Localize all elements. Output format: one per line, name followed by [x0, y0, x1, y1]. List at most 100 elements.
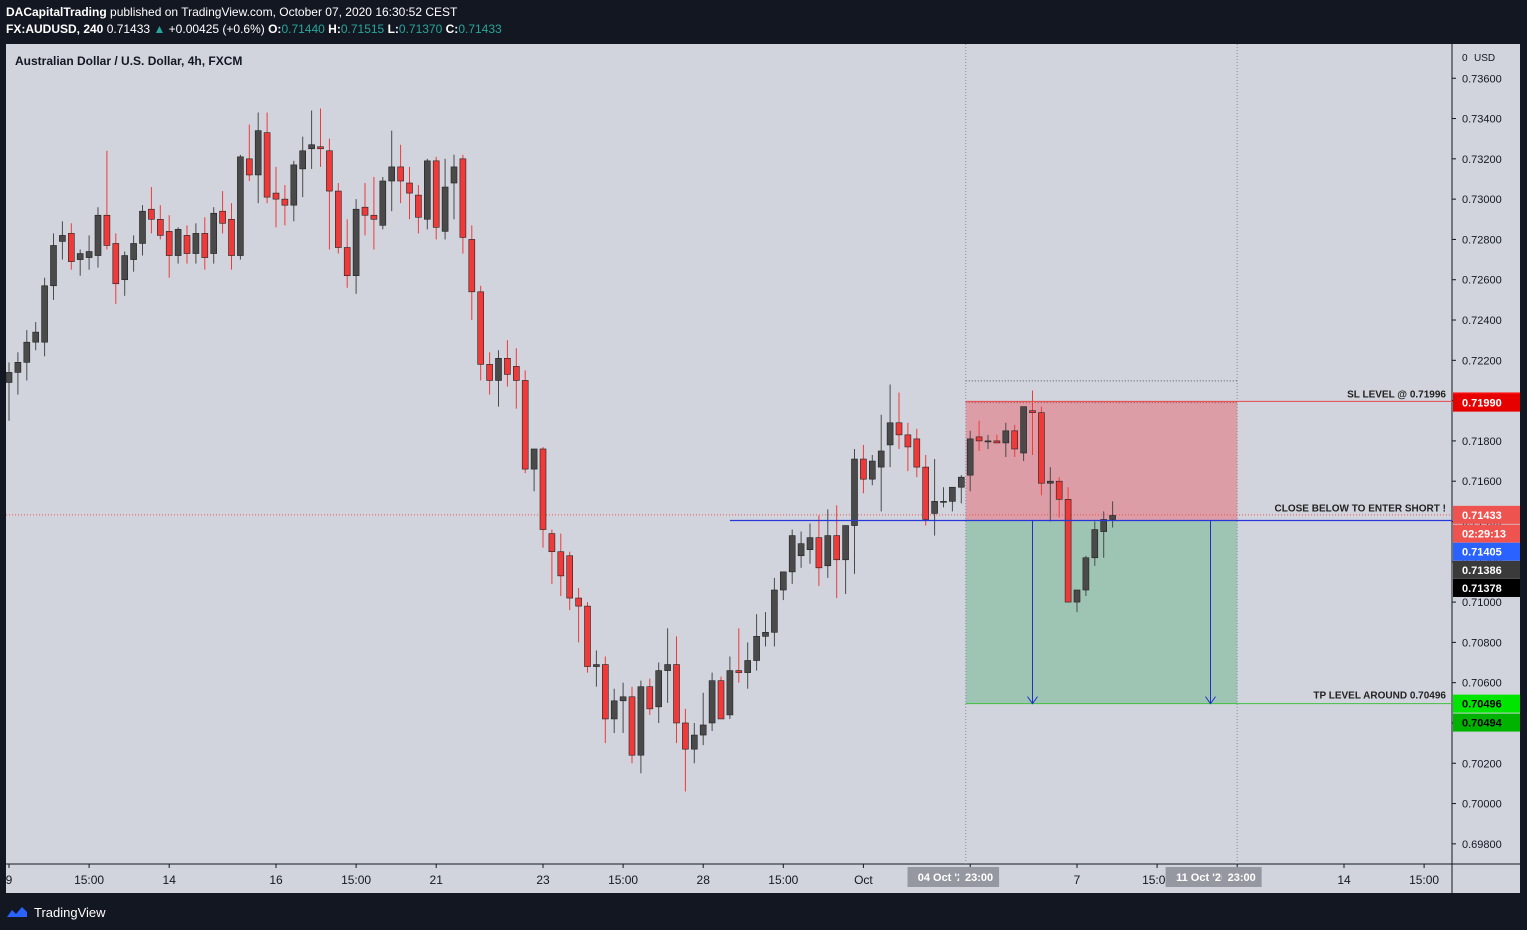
candle-body[interactable] — [895, 422, 903, 436]
candle-body[interactable] — [753, 636, 760, 661]
candle-body[interactable] — [664, 664, 671, 671]
candle-body[interactable] — [1064, 499, 1072, 603]
candle-body[interactable] — [85, 251, 93, 258]
candle-body[interactable] — [1055, 480, 1063, 500]
footer-brand[interactable]: TradingView — [6, 902, 106, 922]
candle-body[interactable] — [254, 130, 262, 176]
price-axis-label-box[interactable] — [1453, 524, 1520, 543]
candle-body[interactable] — [824, 535, 832, 567]
price-axis-label-box[interactable] — [1453, 694, 1520, 713]
candle-body[interactable] — [219, 210, 226, 224]
candle-body[interactable] — [1091, 529, 1099, 559]
candle-body[interactable] — [59, 235, 66, 242]
candle-body[interactable] — [566, 555, 574, 599]
candle-body[interactable] — [281, 198, 289, 206]
candle-body[interactable] — [14, 362, 22, 373]
price-axis-label-box[interactable] — [1453, 560, 1520, 579]
price-axis-label-box[interactable] — [1453, 713, 1520, 732]
candle-body[interactable] — [495, 357, 502, 381]
price-axis-label-box[interactable] — [1453, 393, 1520, 412]
sl-annotation[interactable]: SL LEVEL @ 0.71996 — [1347, 389, 1446, 400]
candle-body[interactable] — [984, 440, 992, 443]
candle-body[interactable] — [762, 632, 769, 637]
candle-body[interactable] — [931, 501, 938, 514]
candle-body[interactable] — [130, 243, 137, 260]
candle-body[interactable] — [868, 460, 876, 480]
candle-body[interactable] — [646, 686, 654, 710]
author-name[interactable]: DACapitalTrading — [6, 5, 107, 19]
candle-body[interactable] — [628, 696, 636, 756]
candle-body[interactable] — [539, 448, 547, 530]
candle-body[interactable] — [1011, 430, 1019, 450]
candle-body[interactable] — [165, 231, 173, 256]
candle-body[interactable] — [477, 291, 485, 365]
candle-body[interactable] — [308, 144, 315, 150]
candle-body[interactable] — [361, 206, 369, 216]
candle-body[interactable] — [415, 194, 422, 218]
candle-body[interactable] — [352, 208, 360, 276]
entry-annotation[interactable]: CLOSE BELOW TO ENTER SHORT ! — [1275, 503, 1446, 514]
range-date-label-box[interactable] — [959, 867, 1000, 887]
candle-body[interactable] — [76, 253, 84, 260]
candle-body[interactable] — [690, 734, 698, 750]
candle-body[interactable] — [744, 660, 752, 673]
candle-body[interactable] — [201, 233, 209, 258]
candle-body[interactable] — [1020, 406, 1027, 454]
candle-body[interactable] — [708, 680, 716, 724]
candle-body[interactable] — [860, 458, 867, 480]
candle-body[interactable] — [975, 436, 983, 442]
candle-body[interactable] — [699, 724, 707, 736]
tp-annotation[interactable]: TP LEVEL AROUND 0.70496 — [1313, 691, 1446, 702]
candle-body[interactable] — [815, 537, 823, 569]
candle-body[interactable] — [851, 458, 858, 526]
candle-body[interactable] — [290, 164, 298, 206]
candle-body[interactable] — [521, 380, 529, 470]
candle-body[interactable] — [326, 150, 333, 192]
take-profit-zone[interactable] — [965, 520, 1238, 704]
candle-body[interactable] — [575, 597, 582, 607]
candle-body[interactable] — [1073, 589, 1081, 603]
stop-loss-zone[interactable] — [965, 401, 1238, 521]
candle-body[interactable] — [379, 180, 387, 226]
candle-body[interactable] — [450, 166, 458, 184]
candle-body[interactable] — [272, 192, 280, 200]
candle-body[interactable] — [148, 208, 155, 220]
candle-body[interactable] — [673, 664, 680, 724]
candle-body[interactable] — [432, 160, 440, 228]
candle-body[interactable] — [174, 229, 182, 256]
candle-body[interactable] — [922, 466, 930, 520]
candle-body[interactable] — [904, 434, 912, 448]
candle-body[interactable] — [139, 210, 146, 244]
candle-body[interactable] — [237, 156, 244, 256]
price-axis[interactable] — [1452, 44, 1520, 864]
candle-body[interactable] — [512, 366, 520, 381]
candle-body[interactable] — [1109, 515, 1116, 520]
candle-body[interactable] — [682, 722, 689, 750]
candle-body[interactable] — [940, 501, 947, 503]
candle-body[interactable] — [530, 448, 538, 470]
candle-body[interactable] — [299, 150, 307, 170]
candle-body[interactable] — [637, 686, 645, 756]
price-axis-label-box[interactable] — [1453, 578, 1520, 597]
candle-body[interactable] — [192, 233, 200, 254]
candle-body[interactable] — [246, 158, 253, 176]
candle-body[interactable] — [343, 247, 351, 276]
candle-body[interactable] — [441, 186, 449, 232]
candle-body[interactable] — [468, 239, 476, 293]
candle-body[interactable] — [1002, 430, 1010, 444]
candle-body[interactable] — [726, 670, 734, 716]
candle-body[interactable] — [842, 525, 849, 561]
candle-body[interactable] — [423, 160, 431, 220]
candle-body[interactable] — [157, 218, 164, 236]
candle-body[interactable] — [183, 235, 191, 254]
candle-body[interactable] — [228, 218, 235, 256]
candle-body[interactable] — [41, 285, 48, 343]
candle-body[interactable] — [557, 551, 565, 577]
price-axis-label-box[interactable] — [1453, 505, 1520, 524]
candle-body[interactable] — [263, 132, 271, 198]
time-axis[interactable] — [6, 864, 1520, 893]
candle-body[interactable] — [370, 214, 378, 220]
candle-body[interactable] — [6, 372, 13, 383]
candle-body[interactable] — [966, 438, 974, 476]
candle-body[interactable] — [67, 233, 75, 262]
